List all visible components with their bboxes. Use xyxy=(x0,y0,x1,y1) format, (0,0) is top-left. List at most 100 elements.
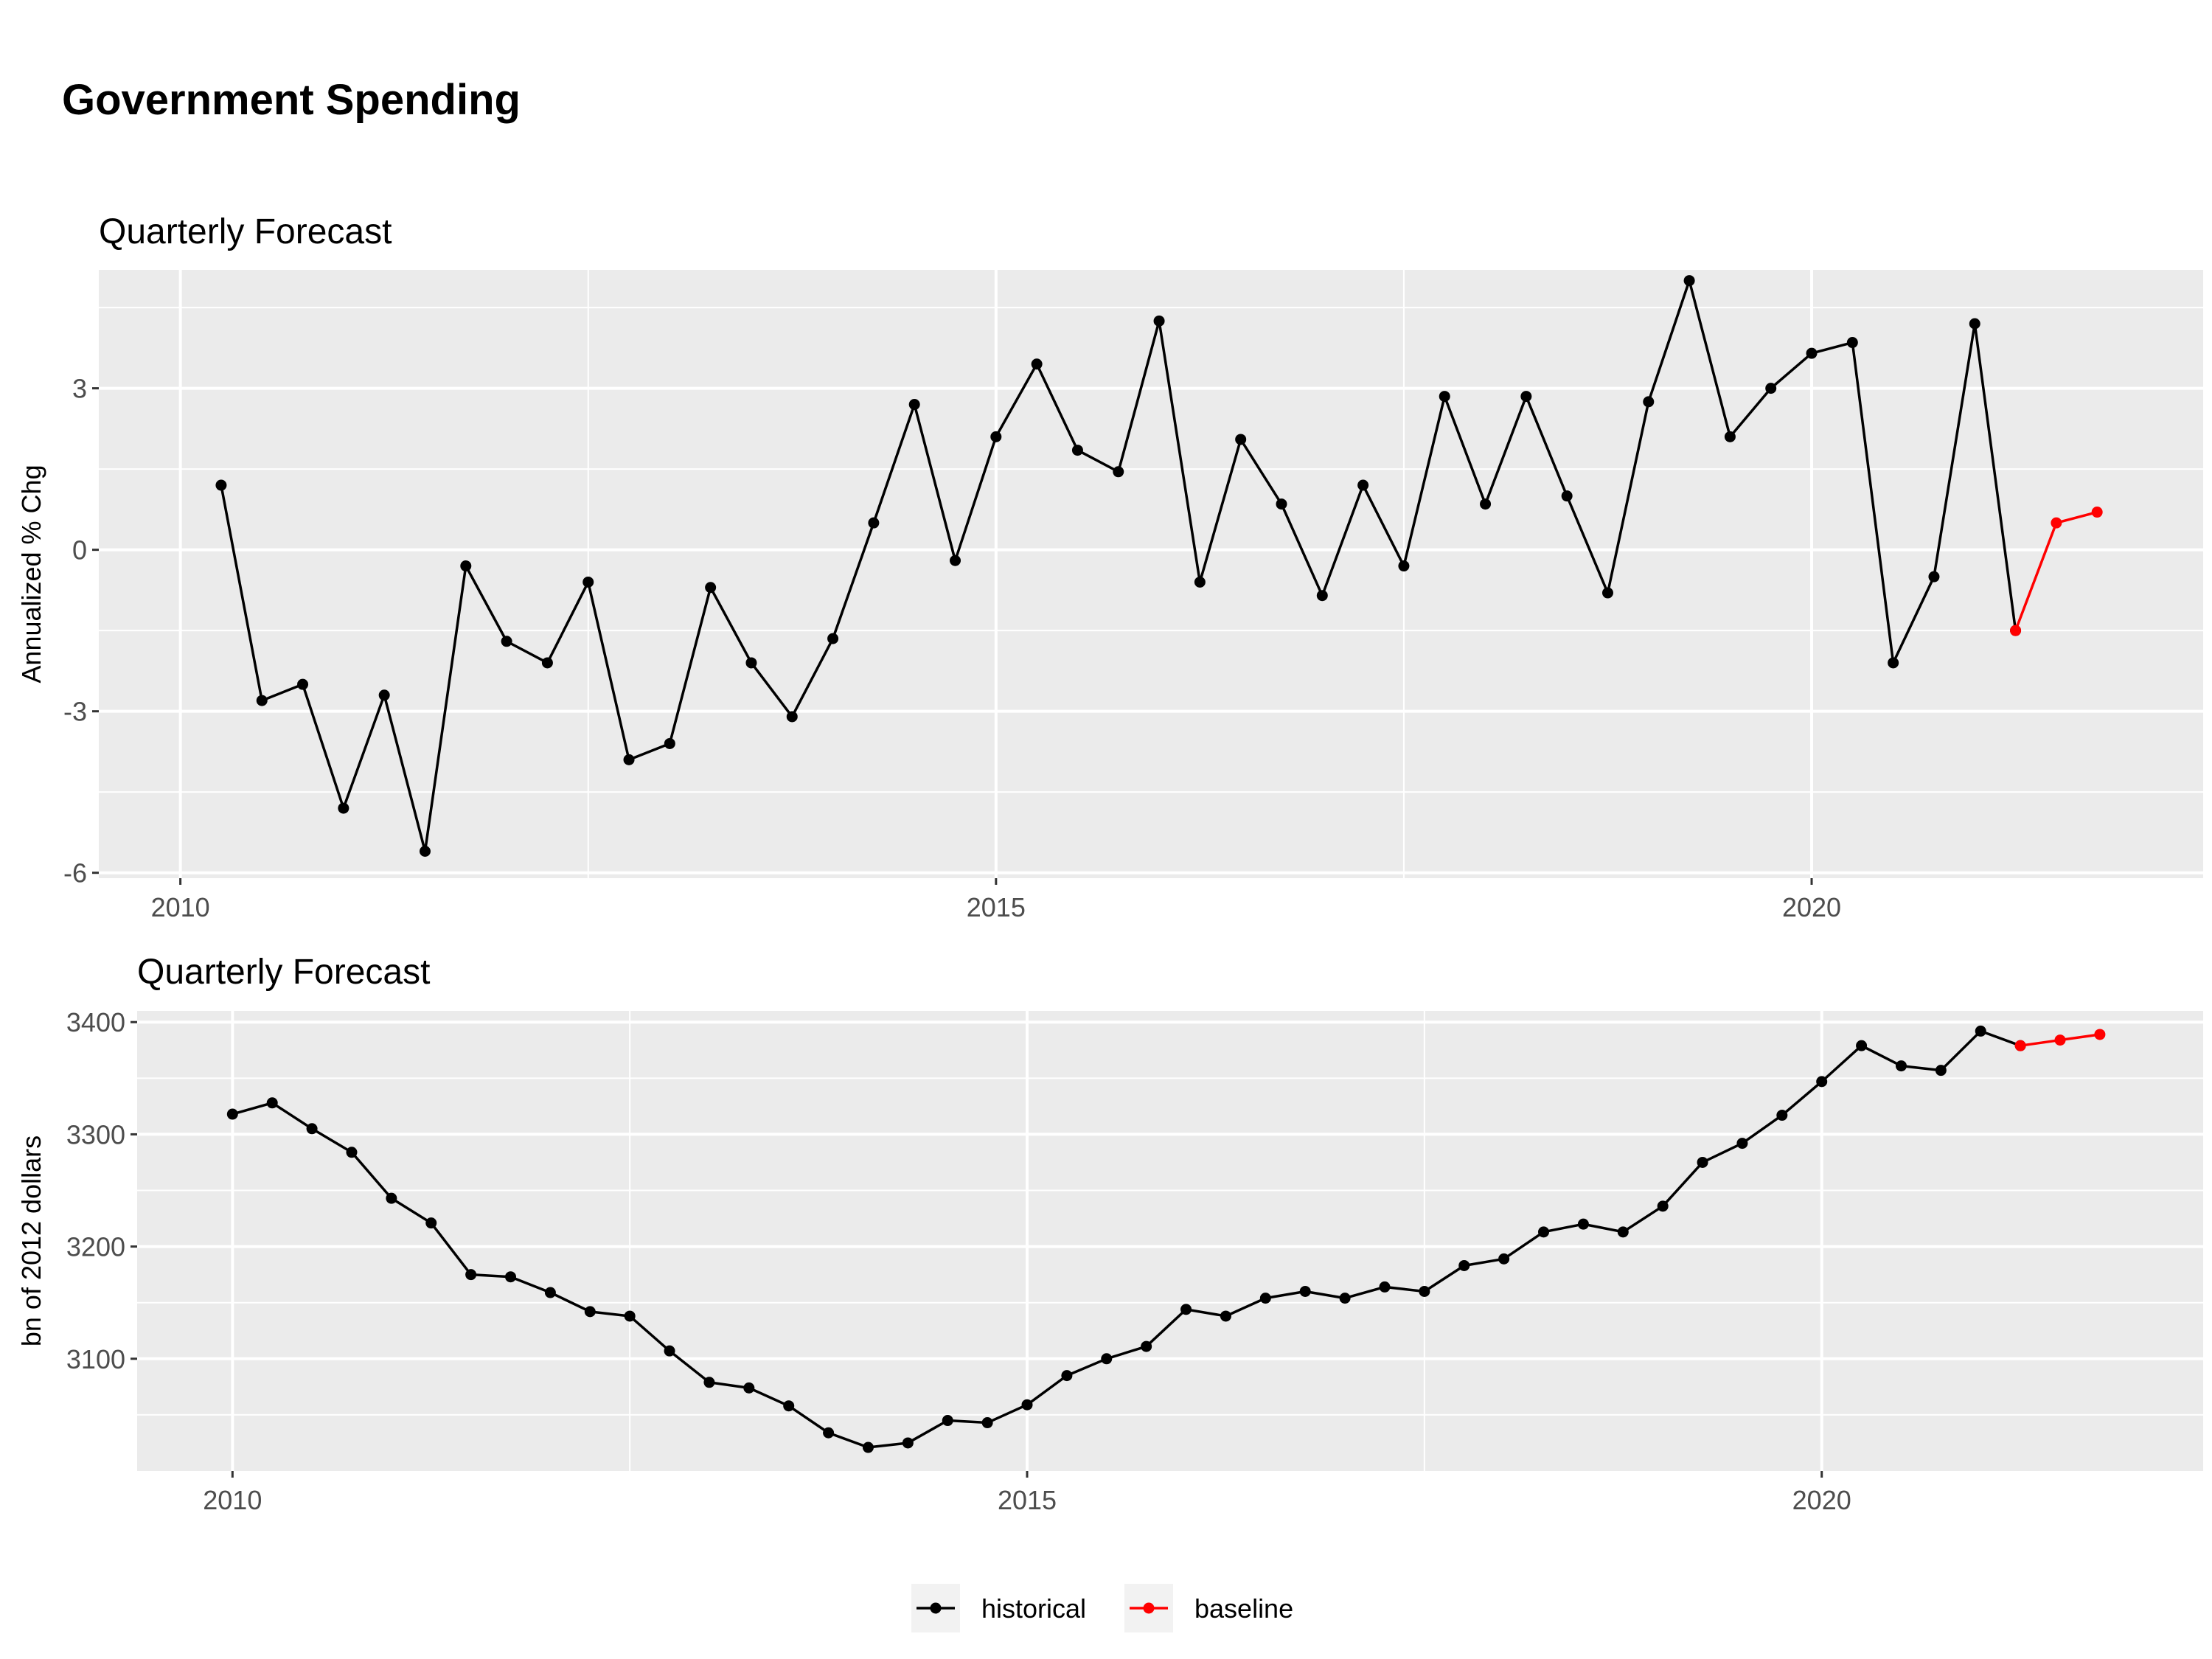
panel-title: Quarterly Forecast xyxy=(99,212,392,251)
y-axis-title: bn of 2012 dollars xyxy=(16,1135,46,1346)
historical-data-point xyxy=(705,582,717,594)
y-tick-label: 3300 xyxy=(66,1119,125,1150)
grid xyxy=(99,270,2203,878)
historical-data-point xyxy=(1577,1218,1589,1230)
historical-data-point xyxy=(942,1415,953,1427)
historical-data-point xyxy=(1561,490,1573,502)
historical-data-point xyxy=(1846,337,1858,349)
panel-background xyxy=(137,1011,2203,1471)
y-tick-label: 3100 xyxy=(66,1344,125,1374)
baseline-data-point xyxy=(2054,1034,2066,1046)
y-tick-label: -3 xyxy=(63,697,87,727)
panel-title: Quarterly Forecast xyxy=(137,953,430,992)
historical-data-point xyxy=(827,633,839,644)
legend-point-historical xyxy=(930,1602,942,1614)
historical-series-line xyxy=(232,1029,2021,1449)
historical-data-point xyxy=(1220,1310,1231,1322)
historical-data-point xyxy=(505,1271,517,1283)
historical-data-point xyxy=(1153,315,1165,327)
historical-data-point xyxy=(1141,1340,1152,1352)
baseline-data-point xyxy=(2010,625,2022,636)
historical-data-point xyxy=(297,678,309,690)
historical-data-point xyxy=(950,554,961,566)
baseline-data-point xyxy=(2014,1040,2026,1051)
x-tick-label: 2010 xyxy=(151,892,210,922)
baseline-data-point xyxy=(2051,517,2062,529)
historical-data-point xyxy=(1969,318,1980,330)
historical-data-point xyxy=(1928,571,1940,582)
y-tick-label: 3200 xyxy=(66,1232,125,1262)
y-tick-label: 3400 xyxy=(66,1007,125,1037)
main-title: Government Spending xyxy=(62,76,521,124)
historical-data-point xyxy=(990,431,1002,442)
historical-data-point xyxy=(1113,466,1124,478)
baseline-data-point xyxy=(2094,1029,2106,1040)
historical-data-point xyxy=(1765,383,1777,394)
historical-data-point xyxy=(1895,1060,1907,1072)
historical-data-point xyxy=(1316,590,1328,602)
level-panel: Quarterly Forecast 2010 2015 2020 3100 3200 3… xyxy=(16,953,2203,1515)
historical-data-point xyxy=(1021,1399,1033,1411)
historical-data-point xyxy=(1724,431,1736,442)
historical-data-point xyxy=(1439,391,1450,403)
historical-data-point xyxy=(226,1108,238,1120)
y-tick-label: 0 xyxy=(72,535,87,566)
historical-data-point xyxy=(783,1400,795,1412)
historical-data-point xyxy=(338,802,349,814)
historical-data-point xyxy=(465,1269,477,1281)
historical-data-point xyxy=(582,576,594,588)
historical-data-point xyxy=(1458,1259,1470,1271)
legend-point-baseline xyxy=(1143,1602,1155,1614)
historical-data-point xyxy=(743,1382,755,1394)
panel-background xyxy=(99,270,2203,878)
historical-data-point xyxy=(1538,1226,1550,1238)
historical-data-point xyxy=(981,1417,993,1429)
historical-data-point xyxy=(1031,358,1043,370)
grid xyxy=(137,1011,2203,1471)
historical-data-point xyxy=(1617,1226,1629,1238)
x-tick-label: 2015 xyxy=(967,892,1026,922)
historical-data-point xyxy=(1856,1040,1868,1051)
historical-data-point xyxy=(460,560,472,572)
legend-label-historical: historical xyxy=(981,1593,1086,1624)
historical-data-point xyxy=(378,689,390,701)
x-tick-label: 2015 xyxy=(998,1485,1057,1515)
historical-data-point xyxy=(1498,1253,1510,1265)
historical-data-point xyxy=(745,657,757,669)
historical-data-point xyxy=(1419,1285,1430,1297)
historical-data-point xyxy=(544,1287,556,1298)
historical-data-point xyxy=(256,695,268,706)
historical-data-point xyxy=(1180,1304,1192,1315)
historical-data-point xyxy=(1888,657,1899,669)
historical-data-point xyxy=(1816,1076,1828,1088)
historical-data-point xyxy=(1398,560,1410,572)
legend-label-baseline: baseline xyxy=(1194,1593,1293,1624)
historical-data-point xyxy=(1697,1156,1708,1168)
historical-data-point xyxy=(1061,1370,1073,1382)
historical-data-point xyxy=(1480,498,1492,510)
historical-data-point xyxy=(868,517,880,529)
historical-data-point xyxy=(703,1377,715,1388)
historical-data-point xyxy=(623,754,635,765)
historical-data-point xyxy=(584,1306,596,1318)
y-tick-label: 3 xyxy=(72,374,87,404)
historical-data-point xyxy=(908,399,920,411)
growth-rate-panel: Quarterly Forecast 2010 2015 2020 -6 -3 0 3 Ann… xyxy=(16,212,2203,922)
historical-data-point xyxy=(306,1123,318,1135)
historical-data-point xyxy=(1299,1285,1311,1297)
x-tick-label: 2020 xyxy=(1792,1485,1851,1515)
historical-data-point xyxy=(1643,396,1655,408)
historical-data-point xyxy=(1339,1293,1351,1304)
historical-data-point xyxy=(266,1097,278,1109)
legend: historical baseline xyxy=(911,1584,1293,1632)
historical-data-point xyxy=(1935,1065,1947,1077)
historical-data-point xyxy=(1259,1293,1271,1304)
historical-data-point xyxy=(1520,391,1532,403)
y-tick-label: -6 xyxy=(63,858,87,888)
historical-data-point xyxy=(541,657,553,669)
historical-data-point xyxy=(1736,1138,1748,1150)
historical-data-point xyxy=(1776,1110,1788,1121)
x-tick-label: 2010 xyxy=(203,1485,262,1515)
historical-data-point xyxy=(786,711,798,723)
